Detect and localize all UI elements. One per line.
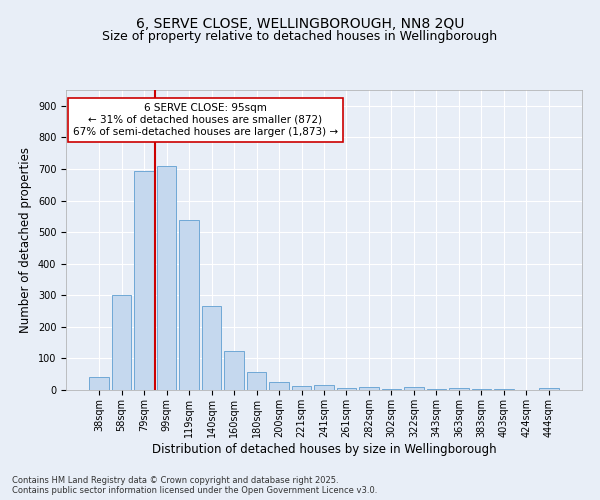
Bar bbox=[202, 306, 221, 390]
X-axis label: Distribution of detached houses by size in Wellingborough: Distribution of detached houses by size … bbox=[152, 442, 496, 456]
Bar bbox=[539, 388, 559, 390]
Bar bbox=[112, 296, 131, 390]
Bar bbox=[292, 386, 311, 390]
Bar bbox=[337, 388, 356, 390]
Text: 6, SERVE CLOSE, WELLINGBOROUGH, NN8 2QU: 6, SERVE CLOSE, WELLINGBOROUGH, NN8 2QU bbox=[136, 18, 464, 32]
Bar bbox=[89, 376, 109, 390]
Bar bbox=[269, 382, 289, 390]
Bar bbox=[179, 220, 199, 390]
Bar bbox=[449, 388, 469, 390]
Bar bbox=[224, 352, 244, 390]
Text: 6 SERVE CLOSE: 95sqm
← 31% of detached houses are smaller (872)
67% of semi-deta: 6 SERVE CLOSE: 95sqm ← 31% of detached h… bbox=[73, 104, 338, 136]
Bar bbox=[247, 372, 266, 390]
Bar bbox=[314, 384, 334, 390]
Bar bbox=[157, 166, 176, 390]
Bar bbox=[359, 387, 379, 390]
Text: Size of property relative to detached houses in Wellingborough: Size of property relative to detached ho… bbox=[103, 30, 497, 43]
Y-axis label: Number of detached properties: Number of detached properties bbox=[19, 147, 32, 333]
Bar bbox=[134, 170, 154, 390]
Text: Contains HM Land Registry data © Crown copyright and database right 2025.
Contai: Contains HM Land Registry data © Crown c… bbox=[12, 476, 377, 495]
Bar bbox=[404, 387, 424, 390]
